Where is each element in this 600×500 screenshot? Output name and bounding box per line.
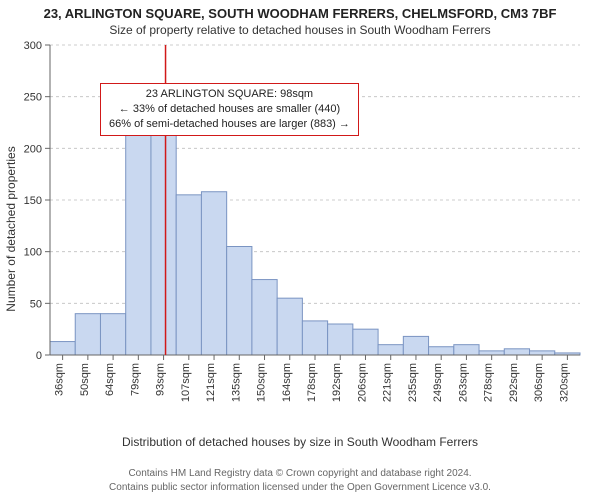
footer-line-1: Contains HM Land Registry data © Crown c… (0, 467, 600, 481)
svg-text:300: 300 (24, 40, 42, 52)
svg-text:135sqm: 135sqm (230, 363, 242, 402)
page-subtitle: Size of property relative to detached ho… (0, 21, 600, 39)
svg-text:249sqm: 249sqm (432, 363, 444, 402)
footer-line-2: Contains public sector information licen… (0, 481, 600, 495)
svg-text:121sqm: 121sqm (205, 363, 217, 402)
svg-text:206sqm: 206sqm (356, 363, 368, 402)
svg-text:150sqm: 150sqm (256, 363, 268, 402)
svg-text:36sqm: 36sqm (54, 363, 66, 396)
page-title: 23, ARLINGTON SQUARE, SOUTH WOODHAM FERR… (0, 0, 600, 21)
chart-container: Number of detached properties 0 50 100 150 2… (0, 39, 600, 439)
svg-text:79sqm: 79sqm (129, 363, 141, 396)
callout-line-3: 66% of semi-detached houses are larger (… (109, 117, 350, 132)
callout-line-2: ← 33% of detached houses are smaller (44… (109, 102, 350, 117)
svg-text:150: 150 (24, 195, 42, 207)
svg-text:0: 0 (36, 350, 42, 362)
footer-attribution: Contains HM Land Registry data © Crown c… (0, 467, 600, 494)
callout-line-1: 23 ARLINGTON SQUARE: 98sqm (109, 87, 350, 102)
svg-text:50: 50 (30, 298, 42, 310)
svg-text:100: 100 (24, 247, 42, 259)
svg-text:50sqm: 50sqm (79, 363, 91, 396)
svg-text:320sqm: 320sqm (558, 363, 570, 402)
callout-box: 23 ARLINGTON SQUARE: 98sqm ← 33% of deta… (100, 83, 359, 136)
svg-text:64sqm: 64sqm (104, 363, 116, 396)
svg-text:192sqm: 192sqm (331, 363, 343, 402)
svg-text:107sqm: 107sqm (180, 363, 192, 402)
svg-text:200: 200 (24, 143, 42, 155)
svg-text:93sqm: 93sqm (155, 363, 167, 396)
svg-text:306sqm: 306sqm (533, 363, 545, 402)
svg-text:178sqm: 178sqm (306, 363, 318, 402)
svg-text:263sqm: 263sqm (457, 363, 469, 402)
svg-text:292sqm: 292sqm (508, 363, 520, 402)
svg-text:278sqm: 278sqm (483, 363, 495, 402)
svg-text:164sqm: 164sqm (281, 363, 293, 402)
svg-text:221sqm: 221sqm (382, 363, 394, 402)
svg-text:235sqm: 235sqm (407, 363, 419, 402)
svg-text:250: 250 (24, 92, 42, 104)
y-axis-label: Number of detached properties (4, 89, 18, 369)
